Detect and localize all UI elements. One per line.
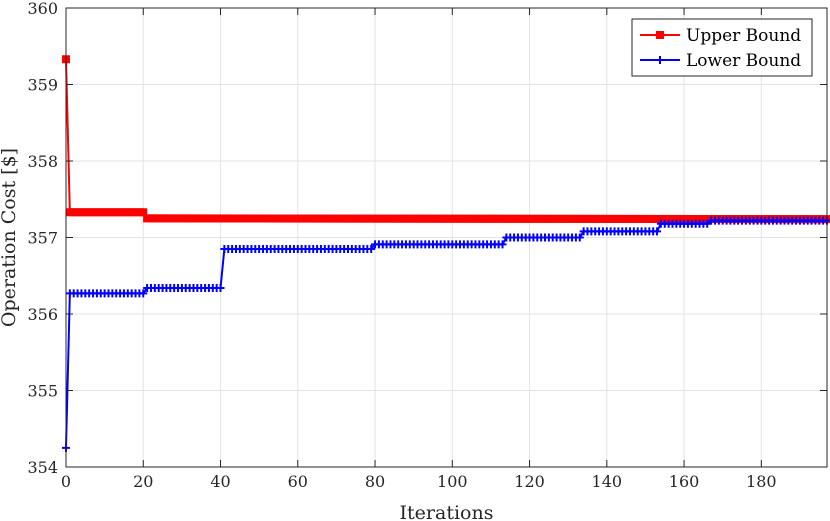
legend-label: Lower Bound	[686, 51, 801, 71]
x-tick-label: 160	[669, 472, 700, 491]
y-tick-label: 358	[27, 152, 58, 171]
y-axis-label: Operation Cost [$]	[0, 148, 20, 327]
legend-item: Lower Bound	[640, 51, 801, 71]
y-tick-label: 354	[27, 458, 58, 477]
x-axis-label: Iterations	[400, 502, 494, 521]
x-tick-label: 0	[61, 472, 71, 491]
series-layer	[62, 55, 830, 452]
grid-lines	[66, 8, 827, 467]
y-tick-label: 360	[27, 0, 58, 18]
legend-swatch-marker	[656, 56, 664, 64]
x-tick-label: 60	[288, 472, 308, 491]
data-point-marker	[216, 283, 225, 292]
x-tick-label: 20	[133, 472, 153, 491]
y-tick-label: 355	[27, 382, 58, 401]
legend-swatch-marker	[656, 31, 664, 39]
data-point-marker	[367, 244, 376, 253]
x-tick-label: 80	[365, 472, 385, 491]
x-tick-label: 40	[210, 472, 230, 491]
data-point-marker	[575, 233, 584, 242]
y-tick-label: 359	[27, 76, 58, 95]
axis-ticks: 0 20 40 60 80 100 120 140 160 180 354 355 356 357 358 3…	[27, 0, 827, 491]
data-point-marker	[498, 240, 507, 249]
x-tick-label: 140	[592, 472, 623, 491]
data-point-marker	[653, 227, 662, 236]
x-tick-label: 120	[514, 472, 545, 491]
x-tick-label: 100	[437, 472, 468, 491]
series-lower-bound	[62, 216, 830, 452]
legend-item: Upper Bound	[640, 26, 801, 46]
data-point-marker	[139, 289, 148, 298]
legend-label: Upper Bound	[686, 26, 801, 46]
x-tick-label: 180	[746, 472, 777, 491]
y-tick-label: 357	[27, 229, 58, 248]
series-upper-bound	[62, 55, 830, 224]
legend-box	[631, 18, 813, 77]
y-tick-label: 356	[27, 305, 58, 324]
legend: Upper Bound Lower Bound	[631, 18, 813, 77]
